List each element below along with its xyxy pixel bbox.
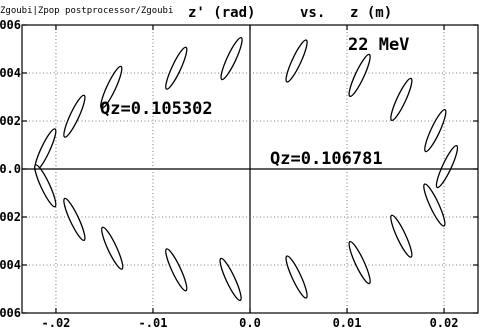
y-tick-label-upper-0: .006 — [0, 18, 21, 32]
data-point-3-3 — [423, 183, 446, 227]
y-tick-label-upper-3: 0.0 — [0, 162, 21, 176]
data-point-3-2 — [390, 214, 413, 258]
qz-label-1: Qz=0.105302 — [100, 99, 213, 119]
data-point-2-2 — [101, 226, 124, 270]
data-point-2-4 — [219, 257, 242, 302]
data-point-0-3 — [165, 46, 188, 90]
energy-label: 22 MeV — [348, 35, 409, 55]
chart-title-vs: vs. — [300, 5, 325, 21]
data-point-2-3 — [165, 248, 188, 292]
chart-title-y: z' (rad) — [188, 5, 255, 21]
data-point-0-4 — [220, 36, 243, 81]
x-tick-label-3: 0.01 — [333, 316, 362, 330]
data-point-3-0 — [285, 255, 308, 299]
chart-title-x: z (m) — [350, 5, 392, 21]
y-tick-label-lower-2: .006 — [0, 306, 21, 320]
x-tick-label-1: -.01 — [139, 316, 168, 330]
x-tick-label-4: 0.02 — [430, 316, 459, 330]
data-point-1-0 — [285, 39, 308, 83]
data-point-1-3 — [424, 108, 447, 153]
y-tick-label-upper-2: .002 — [0, 114, 21, 128]
data-point-1-1 — [348, 53, 371, 98]
data-point-0-1 — [63, 94, 86, 138]
qz-label-2: Qz=0.106781 — [270, 149, 383, 169]
data-point-2-1 — [63, 197, 86, 242]
series-3 — [285, 183, 446, 299]
y-tick-label-upper-1: .004 — [0, 66, 21, 80]
series-2 — [34, 164, 242, 302]
data-point-0-2 — [100, 65, 123, 110]
axis-layer — [21, 24, 479, 314]
y-tick-label-lower-1: .004 — [0, 258, 21, 272]
data-point-2-0 — [34, 164, 57, 208]
series-1 — [285, 39, 459, 189]
data-point-3-1 — [348, 240, 371, 285]
data-point-1-4 — [435, 144, 459, 189]
data-point-1-2 — [390, 77, 413, 122]
tick-labels-layer: -.02 -.01 0.0 0.01 0.02 .006 .004 .002 0.0 .002 .0… — [0, 18, 458, 330]
x-tick-label-2: 0.0 — [239, 316, 261, 330]
x-tick-label-0: -.02 — [42, 316, 71, 330]
header-text: Zgoubi|Zpop postprocessor/Zgoubi — [0, 6, 173, 16]
y-tick-label-lower-0: .002 — [0, 210, 21, 224]
data-points-layer — [34, 36, 459, 302]
series-0 — [34, 36, 243, 172]
